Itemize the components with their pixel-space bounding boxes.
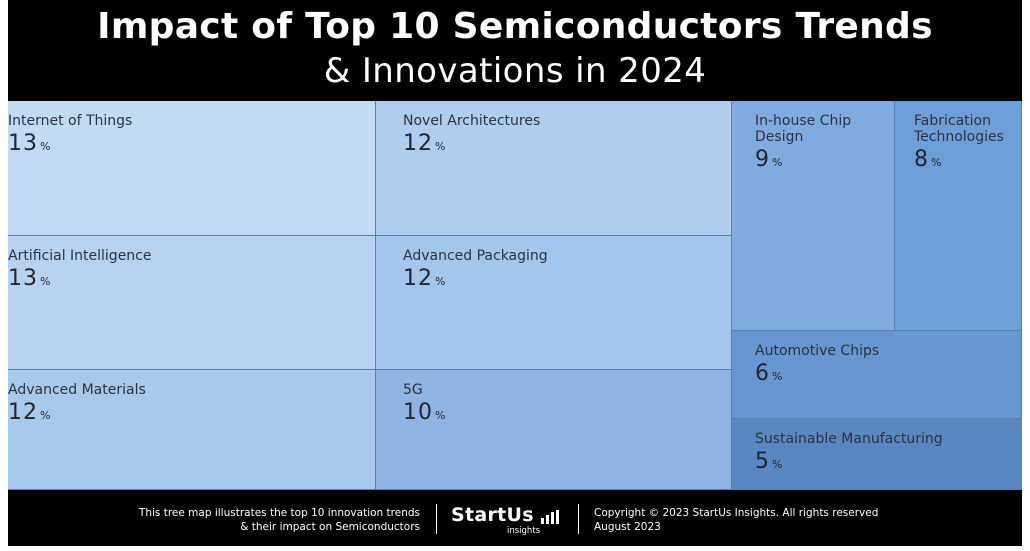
tile-value: 10% xyxy=(403,400,446,425)
tile-value-unit: % xyxy=(772,156,783,169)
treemap-tile: Internet of Things 13% xyxy=(8,101,376,236)
footer-description-line1: This tree map illustrates the top 10 inn… xyxy=(138,507,420,519)
tile-value-unit: % xyxy=(772,370,783,383)
tile-value: 12% xyxy=(8,400,51,425)
startus-logo: StartUs insights xyxy=(451,504,566,536)
tile-value: 8% xyxy=(914,147,942,172)
logo-text: StartUs xyxy=(451,504,534,526)
tile-label: Artificial Intelligence xyxy=(8,248,152,264)
tile-label: Internet of Things xyxy=(8,113,133,129)
logo-bars-icon xyxy=(541,510,559,524)
treemap-tile: Sustainable Manufacturing 5% xyxy=(732,419,1022,490)
footer: This tree map illustrates the top 10 inn… xyxy=(8,490,1022,546)
date-text: August 2023 xyxy=(594,521,661,533)
treemap-tile: Advanced Materials 12% xyxy=(8,370,376,490)
tile-label: Fabrication Technologies xyxy=(914,113,1004,145)
footer-copyright: Copyright © 2023 StartUs Insights. All r… xyxy=(594,506,1014,534)
treemap-tile: In-house Chip Design 9% xyxy=(732,101,895,331)
tile-value: 12% xyxy=(403,266,446,291)
tile-value: 5% xyxy=(755,449,783,474)
tile-label: In-house Chip Design xyxy=(755,113,852,145)
footer-description-line2: & their impact on Semiconductors xyxy=(240,521,420,533)
tile-value-unit: % xyxy=(435,140,446,153)
tile-value: 13% xyxy=(8,266,51,291)
copyright-text: Copyright © 2023 StartUs Insights. All r… xyxy=(594,507,879,519)
tile-value-unit: % xyxy=(40,275,51,288)
tile-value-unit: % xyxy=(435,275,446,288)
treemap-tile: 5G 10% xyxy=(376,370,732,490)
tile-label: Advanced Materials xyxy=(8,382,146,398)
treemap-tile: Automotive Chips 6% xyxy=(732,331,1022,419)
tile-label: 5G xyxy=(403,382,423,398)
tile-value-unit: % xyxy=(772,458,783,471)
header: Impact of Top 10 Semiconductors Trends &… xyxy=(8,0,1022,101)
chart-title: Impact of Top 10 Semiconductors Trends xyxy=(97,6,933,47)
footer-divider xyxy=(436,504,437,534)
treemap-tile: Advanced Packaging 12% xyxy=(376,236,732,370)
treemap: Internet of Things 13% Artificial Intellig… xyxy=(8,101,1022,490)
tile-value: 13% xyxy=(8,131,51,156)
infographic-frame: Impact of Top 10 Semiconductors Trends &… xyxy=(8,0,1022,546)
tile-label: Novel Architectures xyxy=(403,113,541,129)
tile-value-unit: % xyxy=(435,409,446,422)
tile-value-unit: % xyxy=(40,140,51,153)
tile-label: Automotive Chips xyxy=(755,343,880,359)
tile-value: 9% xyxy=(755,147,783,172)
tile-label: Advanced Packaging xyxy=(403,248,548,264)
tile-value: 6% xyxy=(755,361,783,386)
tile-value-unit: % xyxy=(40,409,51,422)
tile-label: Sustainable Manufacturing xyxy=(755,431,943,447)
tile-value-unit: % xyxy=(931,156,942,169)
footer-description: This tree map illustrates the top 10 inn… xyxy=(18,506,420,534)
treemap-tile: Fabrication Technologies 8% xyxy=(895,101,1022,331)
chart-subtitle: & Innovations in 2024 xyxy=(323,51,707,91)
footer-divider xyxy=(578,504,579,534)
treemap-tile: Novel Architectures 12% xyxy=(376,101,732,236)
logo-subtext: insights xyxy=(507,526,541,536)
tile-value: 12% xyxy=(403,131,446,156)
treemap-tile: Artificial Intelligence 13% xyxy=(8,236,376,370)
